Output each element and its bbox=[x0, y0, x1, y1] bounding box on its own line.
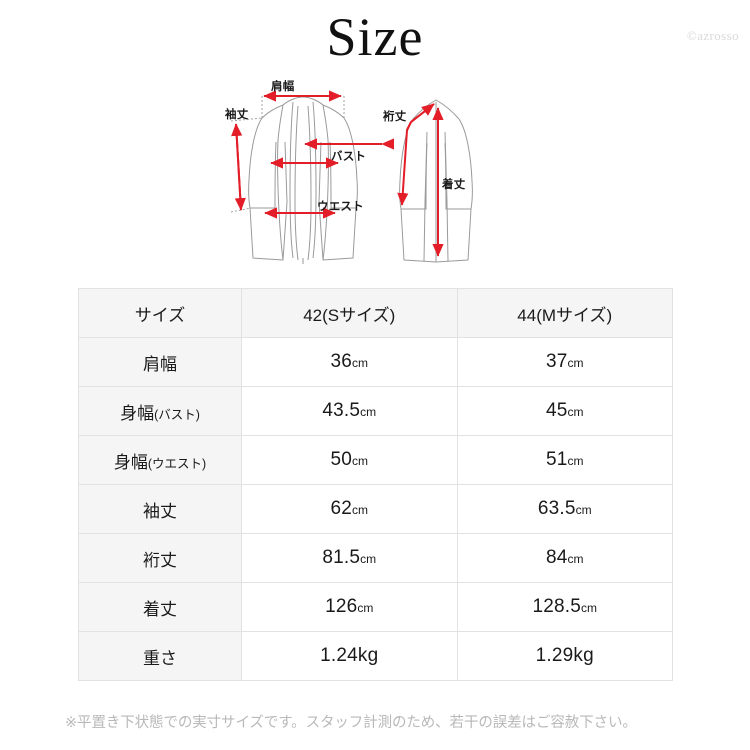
cell-5-1: 128.5cm bbox=[456, 582, 673, 632]
table-row: 肩幅 36cm 37cm bbox=[78, 337, 673, 387]
cell-unit: cm bbox=[352, 356, 369, 370]
label-shoulder-width: 肩幅 bbox=[271, 81, 295, 93]
cell-1-0: 43.5cm bbox=[241, 386, 458, 436]
cell-value: 63.5 bbox=[537, 498, 576, 519]
cell-1-1: 45cm bbox=[456, 386, 673, 436]
table-row: 身幅(バスト) 43.5cm 45cm bbox=[78, 386, 673, 436]
table-body: 肩幅 36cm 37cm 身幅(バスト) 43.5cm 45cm 身幅(ウエスト) 50cm 5… bbox=[78, 337, 673, 681]
label-bust: バスト bbox=[331, 151, 367, 163]
cell-value: 37 bbox=[545, 351, 568, 372]
cell-4-1: 84cm bbox=[456, 533, 673, 583]
cell-0-0: 36cm bbox=[241, 337, 458, 387]
coat-measurement-diagram: 肩幅 袖丈 バスト ウエスト 裄丈 着丈 bbox=[205, 72, 525, 277]
cell-value: 1.24kg bbox=[320, 645, 379, 666]
cell-unit: cm bbox=[352, 454, 369, 468]
cell-value: 51 bbox=[545, 449, 568, 470]
row-label: 重さ bbox=[143, 648, 177, 668]
cell-unit: cm bbox=[360, 405, 377, 419]
measurement-disclaimer: ※平置き下状態での実寸サイズです。スタッフ計測のため、若干の誤差はご容赦下さい。 bbox=[65, 715, 637, 731]
cell-value: 62 bbox=[330, 498, 353, 519]
cell-value: 1.29kg bbox=[535, 645, 594, 666]
row-header-1: 身幅(バスト) bbox=[78, 386, 242, 436]
label-sleeve-length: 袖丈 bbox=[225, 109, 249, 121]
cell-unit: cm bbox=[567, 552, 584, 566]
cell-unit: cm bbox=[567, 454, 584, 468]
row-label-sub: (ウエスト) bbox=[147, 456, 207, 471]
row-header-5: 着丈 bbox=[78, 582, 242, 632]
cell-value: 128.5 bbox=[532, 596, 582, 617]
cell-3-1: 63.5cm bbox=[456, 484, 673, 534]
diagram-svg bbox=[230, 90, 473, 264]
column-header-size: サイズ bbox=[78, 288, 242, 338]
arrow-sleeve-length-up bbox=[231, 123, 243, 211]
front-view-coat bbox=[248, 96, 358, 264]
label-body-length: 着丈 bbox=[442, 179, 466, 191]
row-label-sub: (バスト) bbox=[154, 407, 200, 422]
column-header-size-44: 44(Mサイズ) bbox=[456, 288, 673, 338]
cell-unit: cm bbox=[567, 405, 584, 419]
cell-3-0: 62cm bbox=[241, 484, 458, 534]
arrow-yuki-down bbox=[397, 103, 435, 206]
cell-6-0: 1.24kg bbox=[241, 631, 458, 681]
cell-value: 50 bbox=[330, 449, 353, 470]
table-row: 着丈 126cm 128.5cm bbox=[78, 582, 673, 632]
row-label: 袖丈 bbox=[143, 501, 177, 521]
cell-0-1: 37cm bbox=[456, 337, 673, 387]
cell-value: 81.5 bbox=[322, 547, 361, 568]
row-header-4: 裄丈 bbox=[78, 533, 242, 583]
cell-unit: cm bbox=[360, 552, 377, 566]
cell-value: 126 bbox=[325, 596, 358, 617]
cell-unit: cm bbox=[575, 503, 592, 517]
cell-unit: cm bbox=[581, 601, 598, 615]
row-header-0: 肩幅 bbox=[78, 337, 242, 387]
back-view-coat bbox=[399, 99, 473, 263]
cell-2-0: 50cm bbox=[241, 435, 458, 485]
shoulder-guides bbox=[261, 96, 345, 118]
row-header-6: 重さ bbox=[78, 631, 242, 681]
brand-watermark: ©azrosso bbox=[686, 28, 739, 43]
label-sleeve-from-center: 裄丈 bbox=[383, 111, 407, 123]
row-label: 着丈 bbox=[143, 599, 177, 619]
sleeve-guides bbox=[230, 117, 263, 213]
cell-value: 45 bbox=[545, 400, 568, 421]
row-label: 裄丈 bbox=[143, 550, 177, 570]
cell-5-0: 126cm bbox=[241, 582, 458, 632]
cell-value: 36 bbox=[330, 351, 353, 372]
column-header-size-42: 42(Sサイズ) bbox=[241, 288, 458, 338]
table-row: 重さ 1.24kg 1.29kg bbox=[78, 631, 673, 681]
row-label: 肩幅 bbox=[143, 354, 177, 374]
cell-unit: cm bbox=[357, 601, 374, 615]
cell-2-1: 51cm bbox=[456, 435, 673, 485]
table-row: 身幅(ウエスト) 50cm 51cm bbox=[78, 435, 673, 485]
page-title: Size bbox=[326, 7, 424, 67]
label-waist: ウエスト bbox=[317, 201, 364, 213]
cell-value: 84 bbox=[545, 547, 568, 568]
cell-unit: cm bbox=[352, 503, 369, 517]
cell-6-1: 1.29kg bbox=[456, 631, 673, 681]
table-header-row: サイズ 42(Sサイズ) 44(Mサイズ) bbox=[78, 288, 673, 338]
row-label: 身幅 bbox=[120, 403, 155, 423]
cell-4-0: 81.5cm bbox=[241, 533, 458, 583]
size-table: サイズ 42(Sサイズ) 44(Mサイズ) 肩幅 36cm 37cm 身幅(バスト) 4… bbox=[78, 288, 673, 681]
table-row: 裄丈 81.5cm 84cm bbox=[78, 533, 673, 583]
row-label: 身幅 bbox=[113, 452, 148, 472]
table-row: 袖丈 62cm 63.5cm bbox=[78, 484, 673, 534]
row-header-3: 袖丈 bbox=[78, 484, 242, 534]
row-header-2: 身幅(ウエスト) bbox=[78, 435, 242, 485]
cell-value: 43.5 bbox=[322, 400, 361, 421]
cell-unit: cm bbox=[567, 356, 584, 370]
